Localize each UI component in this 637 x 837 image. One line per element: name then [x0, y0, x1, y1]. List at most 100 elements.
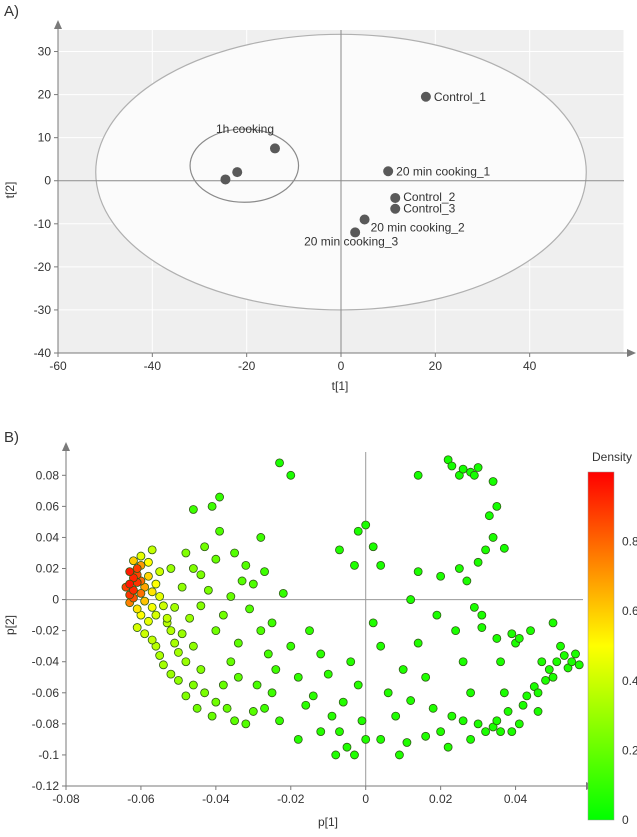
- loading-point: [496, 727, 505, 737]
- loading-point: [368, 618, 378, 628]
- loading-point: [267, 618, 277, 628]
- loading-plot: -0.08 -0.06 -0.04 -0.02 0 0.02 0.04 -0.12 -0.1 -0…: [3, 442, 637, 829]
- loading-point: [331, 750, 341, 760]
- loading-point: [136, 551, 146, 561]
- y-tick-label: -10: [34, 217, 52, 231]
- loading-point: [144, 616, 153, 626]
- loading-point: [395, 750, 404, 760]
- loading-point: [443, 742, 453, 752]
- loading-point: [215, 492, 225, 502]
- loading-point: [335, 727, 344, 737]
- loading-point: [147, 635, 157, 645]
- plot-a-points: Control_1 20 min cooking_1 Control_2Contro…: [220, 90, 491, 248]
- plot-b-points: [121, 455, 584, 760]
- score-point: [420, 91, 431, 102]
- point-label: Control_1: [434, 90, 486, 104]
- loading-point: [533, 688, 543, 698]
- loading-point: [226, 657, 236, 667]
- loading-point: [151, 610, 161, 620]
- loading-point: [188, 680, 198, 690]
- loading-point: [466, 734, 476, 744]
- loading-point: [383, 688, 393, 698]
- loading-point: [241, 719, 251, 729]
- colorbar-tick-label: 0.6: [622, 604, 637, 618]
- y-tick-label: 30: [38, 45, 52, 59]
- loading-point: [132, 623, 142, 632]
- y-tick-label: 10: [38, 131, 52, 145]
- loading-point: [159, 601, 168, 611]
- loading-point: [346, 657, 356, 667]
- y-tick-label: 0.04: [36, 530, 60, 544]
- loading-point: [488, 533, 498, 542]
- loading-point: [376, 734, 386, 744]
- loading-point: [361, 520, 371, 530]
- loading-point: [177, 582, 187, 592]
- loading-point: [159, 660, 168, 670]
- x-tick-label: -0.04: [202, 792, 230, 806]
- loading-point: [432, 610, 442, 620]
- loading-point: [140, 596, 150, 606]
- loading-point: [507, 629, 517, 639]
- plot-b-y-label: p[2]: [3, 615, 17, 635]
- loading-point: [233, 672, 243, 682]
- colorbar-ticks: 0 0.2 0.4 0.6 0.8: [622, 535, 637, 827]
- loading-point: [492, 634, 502, 643]
- loading-point: [473, 719, 483, 729]
- loading-point: [496, 657, 505, 667]
- loading-point: [447, 711, 457, 721]
- loading-point: [436, 571, 446, 581]
- panel-a-label: A): [4, 3, 19, 20]
- loading-point: [556, 641, 565, 651]
- point-label: Control_3: [403, 202, 455, 216]
- y-axis-arrow: [62, 442, 70, 451]
- x-tick-label: 20: [429, 359, 443, 373]
- y-tick-label: -30: [34, 303, 52, 317]
- x-tick-label: -60: [49, 359, 67, 373]
- loading-point: [499, 688, 509, 698]
- loading-point: [402, 738, 412, 747]
- loading-point: [327, 711, 337, 721]
- loading-point: [447, 461, 457, 471]
- colorbar-tick-label: 0.4: [622, 674, 637, 688]
- loading-point: [252, 680, 262, 690]
- loading-point: [196, 665, 206, 674]
- loading-point: [567, 657, 577, 667]
- loading-point: [458, 464, 468, 474]
- y-axis-arrow: [54, 20, 62, 29]
- loading-point: [421, 731, 431, 741]
- loading-point: [147, 602, 157, 612]
- x-tick-label: -0.08: [52, 792, 80, 806]
- loading-point: [406, 696, 416, 705]
- x-tick-label: -20: [238, 359, 256, 373]
- loading-point: [211, 554, 221, 564]
- y-tick-label: -0.06: [32, 686, 60, 700]
- loading-point: [541, 675, 550, 685]
- score-point: [383, 166, 394, 177]
- loading-point: [293, 734, 303, 744]
- y-tick-label: -40: [34, 346, 52, 360]
- loading-point: [484, 511, 494, 521]
- x-tick-label: -0.02: [277, 792, 305, 806]
- plot-a-y-label: t[2]: [3, 182, 17, 199]
- loading-point: [192, 703, 202, 713]
- y-tick-label: -0.04: [32, 655, 60, 669]
- plot-b-ticks: -0.08 -0.06 -0.04 -0.02 0 0.02 0.04 -0.12 -0.1 -0…: [32, 468, 528, 806]
- loading-point: [522, 691, 532, 701]
- y-tick-label: 0.06: [36, 499, 60, 513]
- plot-a-x-label: t[1]: [332, 379, 349, 393]
- loading-point: [144, 557, 153, 567]
- loading-point: [286, 641, 296, 651]
- loading-point: [260, 703, 269, 713]
- loading-point: [301, 700, 311, 710]
- loading-point: [237, 576, 247, 586]
- loading-point: [571, 649, 580, 659]
- loading-point: [492, 501, 502, 511]
- loading-point: [166, 669, 176, 679]
- loading-point: [398, 665, 408, 674]
- x-tick-label: 0.04: [504, 792, 528, 806]
- loading-point: [537, 657, 547, 667]
- y-tick-label: 20: [38, 88, 52, 102]
- loading-point: [245, 604, 254, 614]
- loading-point: [353, 680, 363, 690]
